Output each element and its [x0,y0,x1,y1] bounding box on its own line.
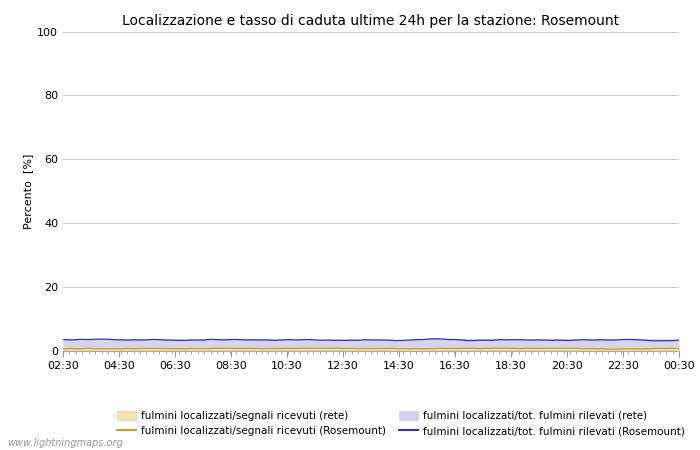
Y-axis label: Percento  [%]: Percento [%] [23,153,33,229]
Text: www.lightningmaps.org: www.lightningmaps.org [7,438,122,448]
Legend: fulmini localizzati/segnali ricevuti (rete), fulmini localizzati/segnali ricevut: fulmini localizzati/segnali ricevuti (re… [118,410,685,436]
Title: Localizzazione e tasso di caduta ultime 24h per la stazione: Rosemount: Localizzazione e tasso di caduta ultime … [122,14,620,27]
